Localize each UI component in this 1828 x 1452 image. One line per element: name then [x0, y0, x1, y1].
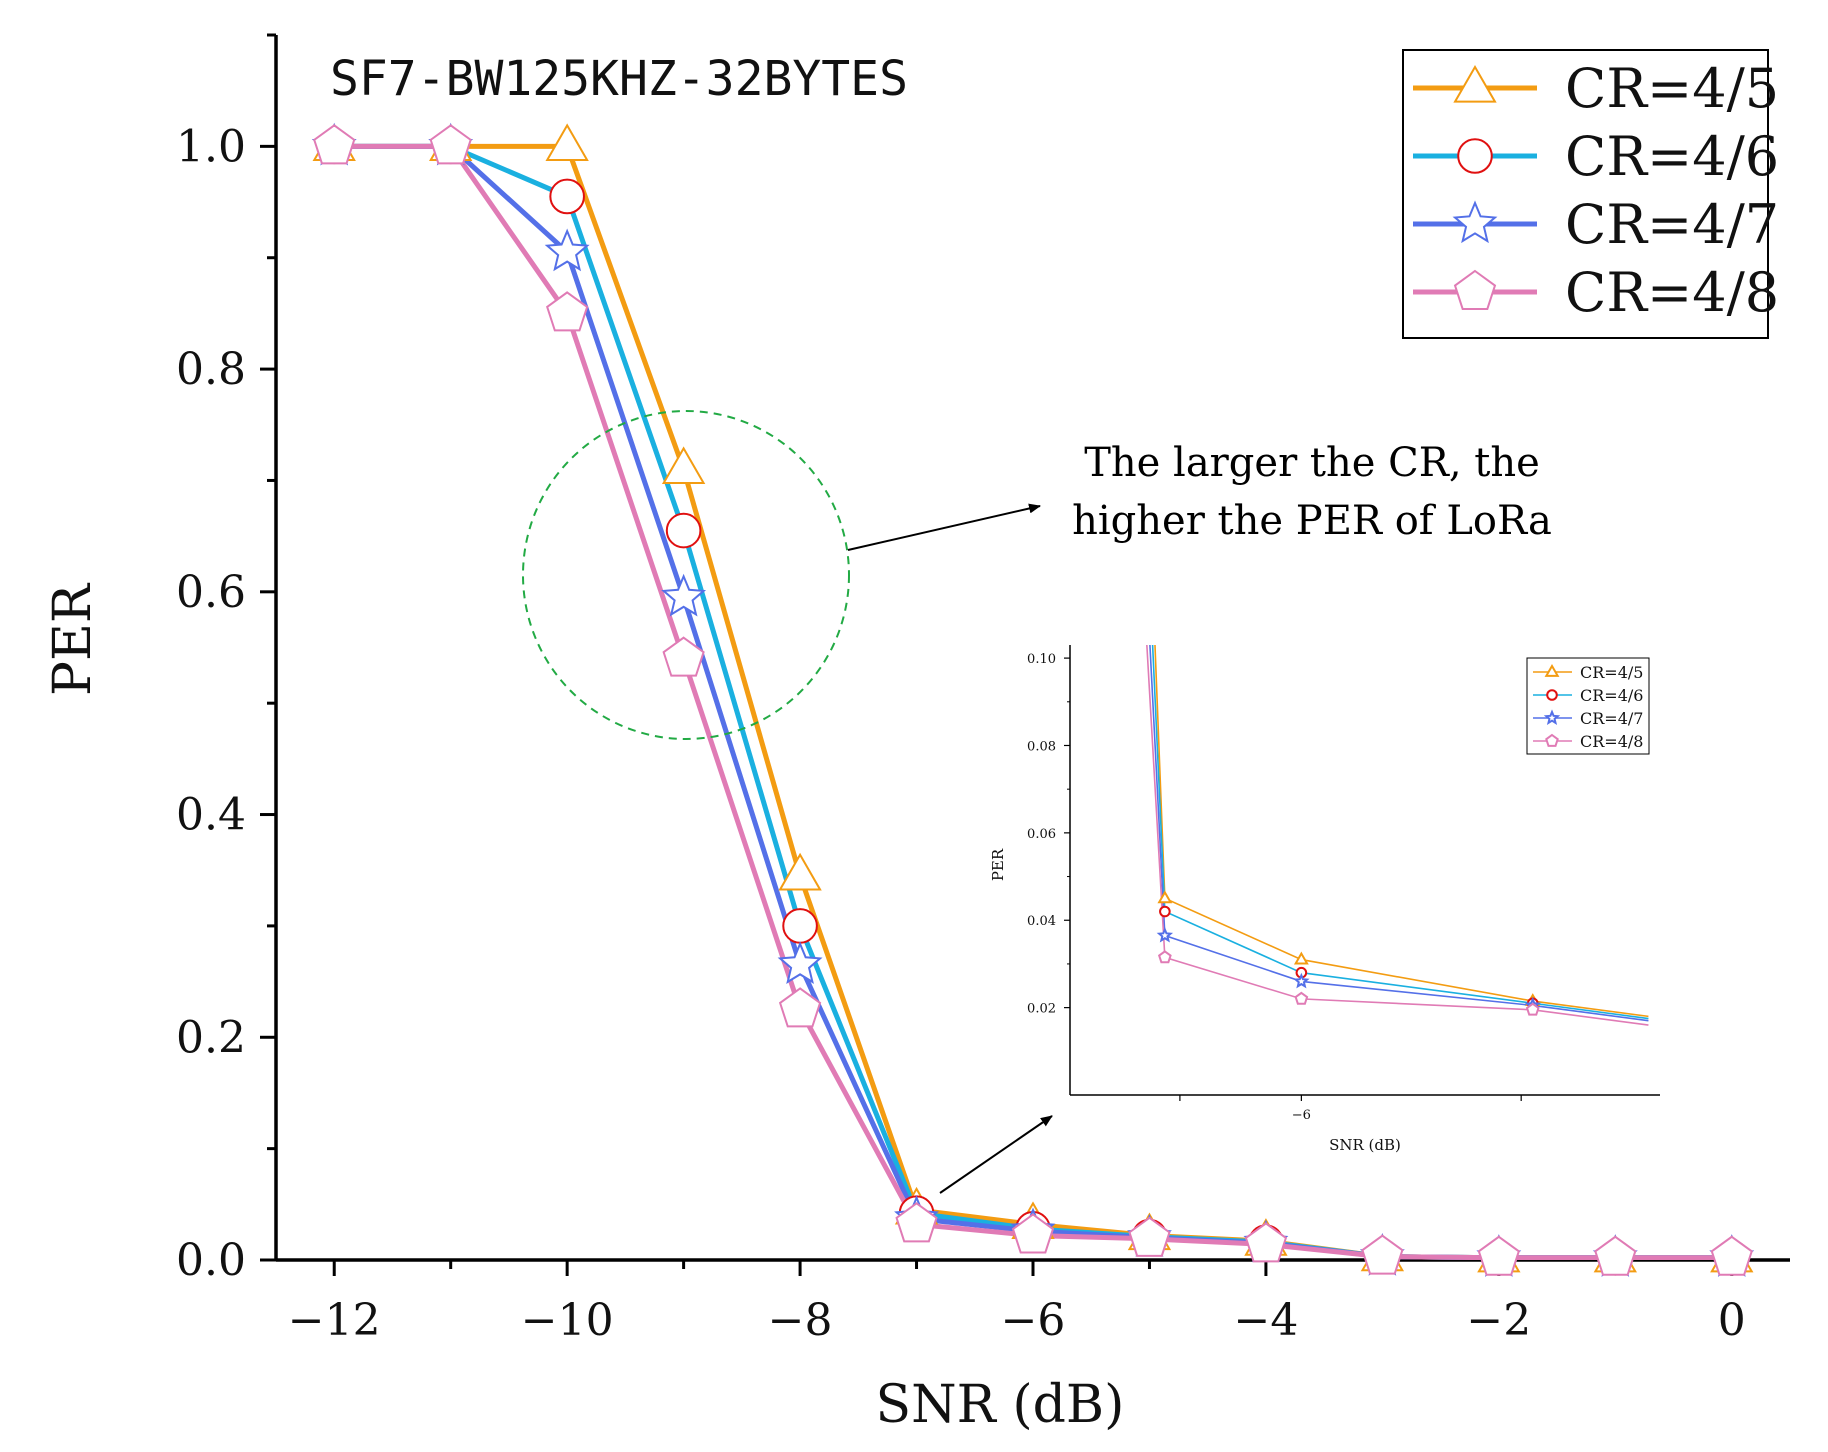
inset-legend-marker-pentagon: [1545, 733, 1559, 747]
data-point-pentagon: [1128, 1216, 1171, 1257]
data-point-pentagon: [429, 124, 472, 165]
data-point-circle: [665, 512, 702, 549]
inset-data-point-triangle: [1157, 890, 1173, 904]
zoom-arrow: [939, 1115, 1053, 1194]
annotation-line-2: higher the PER of LoRa: [1072, 498, 1552, 544]
legend-marker-pentagon: [1453, 269, 1497, 310]
y-tick-label: 0.2: [176, 1012, 246, 1063]
inset-data-point-star: [1156, 926, 1174, 943]
inset-y-tick-label: 0.04: [1027, 914, 1056, 929]
data-point-triangle: [661, 446, 706, 484]
data-point-circle: [549, 178, 585, 215]
inset-legend-label: CR=4/7: [1580, 709, 1643, 728]
y-tick-label: 0.4: [176, 790, 246, 841]
inset-y-axis-title: PER: [989, 848, 1007, 881]
inset-data-point-circle: [1159, 905, 1171, 918]
inset-data-point-pentagon: [1525, 1002, 1540, 1016]
main-axes: −12 −10 −8 −6 −4 −2 0 0.0 0.2 0.4 0.6 0.8 1.0: [176, 33, 1790, 1346]
inset-data-point-pentagon: [1157, 950, 1172, 964]
inset-legend: CR=4/5 CR=4/6 CR=4/7 CR=4/8: [1533, 663, 1643, 751]
data-point-pentagon: [1710, 1235, 1753, 1276]
data-point-triangle: [545, 123, 589, 162]
x-tick-label: −6: [1001, 1295, 1066, 1346]
inset-y-tick-label: 0.06: [1027, 827, 1056, 842]
x-tick-label: −2: [1466, 1295, 1531, 1346]
legend-marker-star: [1452, 200, 1498, 244]
inset-axes: 0.02 0.04 0.06 0.08 0.10 −6: [1027, 645, 1660, 1123]
data-point-pentagon: [1011, 1213, 1055, 1254]
x-axis-title: SNR (dB): [876, 1375, 1125, 1435]
annotation-line-1: The larger the CR, the: [1084, 440, 1540, 486]
legend-label: CR=4/6: [1565, 125, 1779, 188]
main-markers-group: [311, 122, 1755, 1277]
y-tick-label: 1.0: [176, 121, 246, 172]
y-tick-label: 0.0: [176, 1235, 246, 1286]
data-point-star: [777, 941, 823, 984]
inset-legend-label: CR=4/8: [1580, 732, 1643, 751]
inset-legend-label: CR=4/6: [1580, 686, 1643, 705]
inset-legend-marker-triangle: [1544, 663, 1560, 677]
legend-label: CR=4/5: [1565, 57, 1779, 120]
chart-title: SF7-BW125KHZ-32BYTES: [330, 51, 908, 107]
legend-marker-triangle: [1453, 64, 1497, 103]
data-point-pentagon: [1361, 1234, 1404, 1275]
data-point-pentagon: [1477, 1235, 1520, 1276]
data-point-pentagon: [778, 987, 822, 1028]
inset-y-tick-label: 0.02: [1027, 1002, 1056, 1017]
legend-label: CR=4/7: [1565, 193, 1779, 256]
inset-x-tick-label: −6: [1292, 1108, 1311, 1123]
inset-markers-group: [1156, 890, 1541, 1016]
x-tick-label: −10: [521, 1295, 614, 1346]
inset-data-point-pentagon: [1294, 991, 1309, 1005]
x-tick-label: −4: [1233, 1295, 1298, 1346]
data-point-pentagon: [1244, 1222, 1288, 1263]
data-point-pentagon: [313, 124, 356, 165]
inset-y-tick-label: 0.08: [1027, 739, 1056, 754]
data-point-star: [544, 228, 590, 272]
y-axis-title: PER: [43, 582, 103, 696]
data-point-star: [661, 573, 707, 617]
x-tick-label: −8: [768, 1295, 833, 1346]
highlight-circle: [522, 410, 850, 740]
legend-label: CR=4/8: [1565, 261, 1779, 324]
inset-x-axis-title: SNR (dB): [1329, 1136, 1401, 1154]
inset-legend-label: CR=4/5: [1580, 663, 1643, 682]
data-point-triangle: [778, 852, 822, 891]
inset-data-point-triangle: [1293, 951, 1309, 965]
data-point-pentagon: [662, 636, 705, 677]
x-tick-label: −12: [288, 1295, 381, 1346]
y-tick-label: 0.6: [176, 567, 246, 618]
y-tick-label: 0.8: [176, 344, 246, 395]
data-point-pentagon: [895, 1202, 938, 1243]
legend: CR=4/5CR=4/6CR=4/7CR=4/8: [1413, 57, 1779, 324]
data-point-pentagon: [1594, 1235, 1637, 1276]
data-point-pentagon: [546, 291, 589, 332]
x-tick-label: 0: [1718, 1295, 1746, 1346]
data-point-circle: [782, 908, 818, 944]
inset-data-point-star: [1293, 972, 1310, 989]
legend-marker-circle: [1457, 138, 1493, 174]
inset-y-tick-label: 0.10: [1027, 652, 1056, 667]
inset-legend-marker-star: [1543, 709, 1561, 725]
inset-legend-marker-circle: [1546, 689, 1558, 701]
annotation-arrow: [847, 503, 1041, 551]
